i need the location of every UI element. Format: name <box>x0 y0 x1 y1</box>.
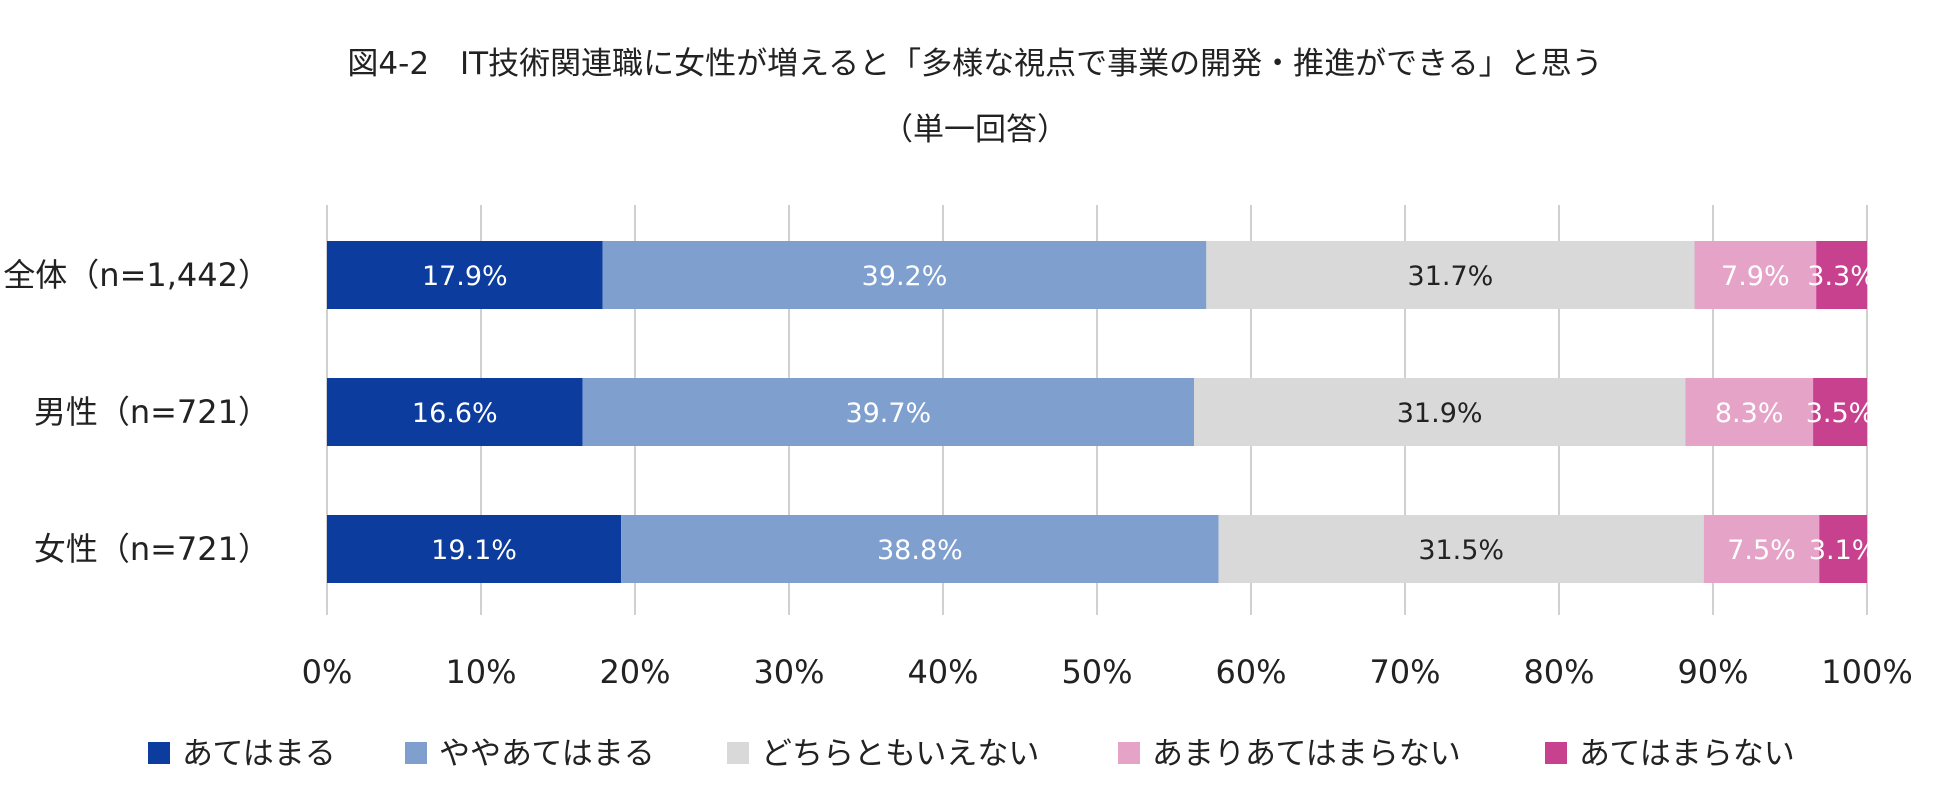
data-label: 7.9% <box>1721 261 1790 292</box>
data-label: 39.7% <box>845 398 931 429</box>
x-tick-label: 80% <box>1523 653 1594 691</box>
bar-segment <box>327 515 622 583</box>
legend-label: ややあてはまる <box>439 736 655 772</box>
bar-segment <box>1685 378 1814 446</box>
data-label: 3.1% <box>1809 535 1878 566</box>
x-tick-label: 100% <box>1821 653 1912 691</box>
x-tick-label: 20% <box>599 653 670 691</box>
bar-segment <box>1703 515 1820 583</box>
bars <box>327 241 1867 583</box>
data-label: 31.7% <box>1408 261 1494 292</box>
bar-segment <box>1819 515 1867 583</box>
x-tick-label: 90% <box>1677 653 1748 691</box>
legend-swatch <box>727 742 749 764</box>
bar-segment <box>1194 378 1686 446</box>
data-label: 16.6% <box>412 398 498 429</box>
data-label: 7.5% <box>1727 535 1796 566</box>
data-label: 38.8% <box>877 535 963 566</box>
bar-segment <box>1694 241 1817 309</box>
legend-label: あまりあてはまらない <box>1152 736 1461 772</box>
x-tick-label: 70% <box>1369 653 1440 691</box>
bar-labels: 17.9% 39.2% 31.7% 7.9% 3.3% 16.6% 39.7% 31.9% 8.… <box>412 261 1878 566</box>
legend-swatch <box>405 742 427 764</box>
bar-segment <box>327 241 603 309</box>
x-tick-label: 0% <box>302 653 353 691</box>
data-label: 8.3% <box>1715 398 1784 429</box>
chart-title: 図4-2 IT技術関連職に女性が増えると「多様な視点で事業の開発・推進ができる」… <box>347 46 1603 82</box>
x-tick-label: 40% <box>907 653 978 691</box>
bar-segment <box>1816 241 1867 309</box>
legend-swatch <box>1118 742 1140 764</box>
category-label: 全体（n=1,442） <box>3 256 270 294</box>
bar-segment <box>1206 241 1695 309</box>
bar-segment <box>582 378 1195 446</box>
x-tick-label: 10% <box>445 653 516 691</box>
x-tick-label: 50% <box>1061 653 1132 691</box>
data-label: 3.5% <box>1806 398 1875 429</box>
legend-swatch <box>148 742 170 764</box>
bar-segment <box>327 378 583 446</box>
bar-segment <box>1813 378 1867 446</box>
bar-segment <box>621 515 1219 583</box>
category-label: 男性（n=721） <box>34 393 270 431</box>
data-label: 31.9% <box>1397 398 1483 429</box>
data-label: 19.1% <box>431 535 517 566</box>
data-label: 39.2% <box>862 261 948 292</box>
category-label: 女性（n=721） <box>34 530 270 568</box>
legend-label: あてはまる <box>182 736 336 772</box>
bar-segment <box>1218 515 1704 583</box>
data-label: 17.9% <box>422 261 508 292</box>
bar-segment <box>602 241 1207 309</box>
x-tick-label: 60% <box>1215 653 1286 691</box>
axes: 0% 10% 20% 30% 40% 50% 60% 70% 80% 90% 100% 全体（n=1,… <box>3 256 1912 691</box>
data-label: 3.3% <box>1807 261 1876 292</box>
x-tick-label: 30% <box>753 653 824 691</box>
legend-label: どちらともいえない <box>761 736 1039 772</box>
legend-label: あてはまらない <box>1579 736 1795 772</box>
legend: あてはまる ややあてはまる どちらともいえない あまりあてはまらない あてはまらない <box>148 736 1795 772</box>
data-label: 31.5% <box>1418 535 1504 566</box>
chart-subtitle: （単一回答） <box>882 112 1068 148</box>
legend-swatch <box>1545 742 1567 764</box>
